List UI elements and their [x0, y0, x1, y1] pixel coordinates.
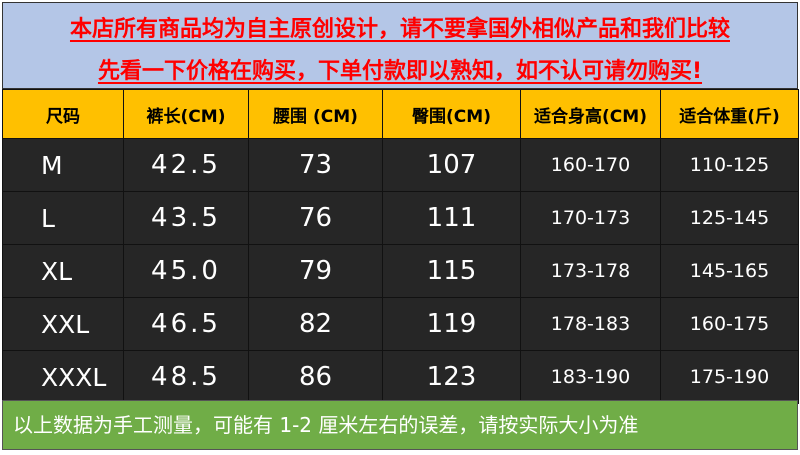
cell-weight: 125-145 [660, 191, 799, 245]
cell-length: 43.5 [123, 191, 249, 245]
size-table: 尺码 裤长(CM) 腰围 (CM) 臀围(CM) 适合身高(CM) 适合体重(斤… [2, 89, 799, 404]
cell-waist: 76 [248, 191, 383, 245]
header-length: 裤长(CM) [123, 89, 249, 139]
cell-size: M [2, 138, 124, 192]
cell-size: XXXL [2, 350, 124, 404]
cell-weight: 110-125 [660, 138, 799, 192]
header-height: 适合身高(CM) [520, 89, 661, 139]
cell-height: 173-178 [520, 244, 661, 298]
cell-length: 46.5 [123, 297, 249, 351]
cell-hip: 119 [382, 297, 521, 351]
cell-weight: 175-190 [660, 350, 799, 404]
cell-length: 45.0 [123, 244, 249, 298]
table-row: L 43.5 76 111 170-173 125-145 [2, 191, 799, 245]
table-row: XXXL 48.5 86 123 183-190 175-190 [2, 350, 799, 404]
notice-line-1: 本店所有商品均为自主原创设计，请不要拿国外相似产品和我们比较 [69, 17, 730, 42]
cell-size: XL [2, 244, 124, 298]
cell-waist: 79 [248, 244, 383, 298]
measurement-note: 以上数据为手工测量，可能有 1-2 厘米左右的误差，请按实际大小为准 [2, 400, 798, 450]
cell-hip: 111 [382, 191, 521, 245]
header-waist: 腰围 (CM) [248, 89, 383, 139]
notice-banner: 本店所有商品均为自主原创设计，请不要拿国外相似产品和我们比较 先看一下价格在购买… [2, 2, 798, 89]
cell-waist: 86 [248, 350, 383, 404]
cell-hip: 107 [382, 138, 521, 192]
cell-size: L [2, 191, 124, 245]
cell-height: 183-190 [520, 350, 661, 404]
header-weight: 适合体重(斤) [660, 89, 799, 139]
header-size: 尺码 [2, 89, 124, 139]
header-hip: 臀围(CM) [382, 89, 521, 139]
cell-length: 42.5 [123, 138, 249, 192]
table-row: XXL 46.5 82 119 178-183 160-175 [2, 297, 799, 351]
table-row: M 42.5 73 107 160-170 110-125 [2, 138, 799, 192]
cell-length: 48.5 [123, 350, 249, 404]
table-row: XL 45.0 79 115 173-178 145-165 [2, 244, 799, 298]
cell-size: XXL [2, 297, 124, 351]
cell-hip: 123 [382, 350, 521, 404]
cell-weight: 145-165 [660, 244, 799, 298]
cell-height: 178-183 [520, 297, 661, 351]
cell-weight: 160-175 [660, 297, 799, 351]
cell-waist: 82 [248, 297, 383, 351]
cell-height: 160-170 [520, 138, 661, 192]
cell-hip: 115 [382, 244, 521, 298]
notice-line-2: 先看一下价格在购买，下单付款即以熟知，如不认可请勿购买! [97, 59, 703, 84]
cell-waist: 73 [248, 138, 383, 192]
table-header-row: 尺码 裤长(CM) 腰围 (CM) 臀围(CM) 适合身高(CM) 适合体重(斤… [2, 89, 799, 139]
cell-height: 170-173 [520, 191, 661, 245]
